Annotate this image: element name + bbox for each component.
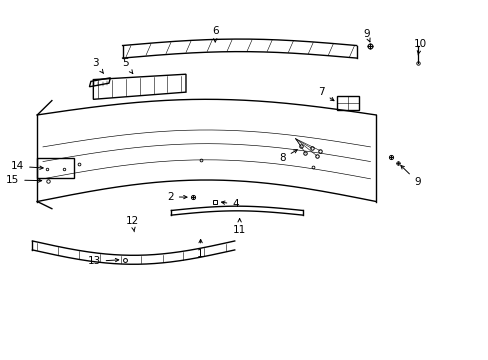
Text: 15: 15 xyxy=(6,175,41,185)
Text: 12: 12 xyxy=(125,216,139,232)
Text: 13: 13 xyxy=(87,256,119,266)
Text: 8: 8 xyxy=(279,150,297,163)
Text: 14: 14 xyxy=(11,161,43,171)
Text: 2: 2 xyxy=(167,192,186,202)
Text: 7: 7 xyxy=(318,87,333,101)
Text: 6: 6 xyxy=(211,26,218,42)
Text: 9: 9 xyxy=(363,29,369,42)
Text: 11: 11 xyxy=(232,219,246,235)
Text: 3: 3 xyxy=(92,58,103,73)
Text: 4: 4 xyxy=(221,199,239,210)
Bar xyxy=(37,158,74,178)
Text: 10: 10 xyxy=(413,40,426,55)
Text: 9: 9 xyxy=(400,166,420,187)
Text: 1: 1 xyxy=(197,239,203,258)
Text: 5: 5 xyxy=(122,58,133,73)
